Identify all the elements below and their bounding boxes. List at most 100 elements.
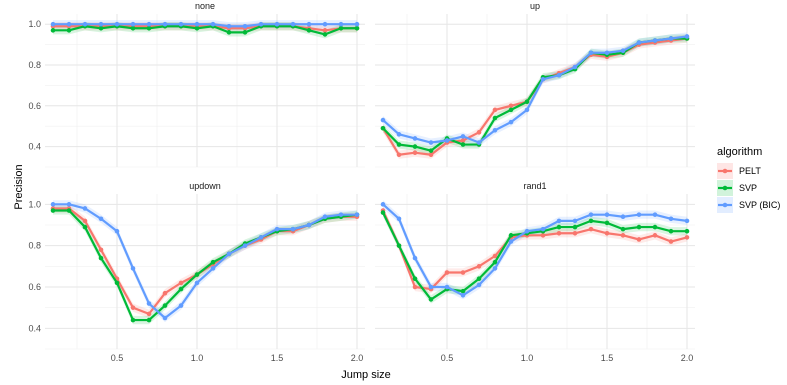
data-point (620, 233, 626, 238)
data-point (50, 28, 56, 33)
data-point (306, 222, 312, 228)
data-point (396, 216, 402, 222)
data-point (130, 266, 136, 271)
ribbon-SVP (53, 206, 357, 325)
data-point (82, 206, 88, 211)
data-point (258, 21, 264, 27)
data-point (50, 21, 56, 27)
data-point (540, 233, 546, 238)
data-point (194, 280, 200, 286)
data-point (412, 284, 418, 290)
data-point (130, 317, 136, 323)
data-point (130, 21, 136, 27)
data-point (114, 280, 120, 286)
x-tick-label: 0.5 (441, 353, 454, 363)
series-line-PELT (381, 210, 688, 291)
data-point (460, 292, 466, 298)
data-point (50, 202, 56, 207)
data-point (684, 34, 690, 39)
data-point (492, 115, 498, 121)
data-point (508, 103, 514, 109)
y-axis-title: Precision (13, 164, 25, 209)
y-tick-label: 0.6 (28, 282, 41, 292)
data-point (444, 138, 450, 143)
data-point (98, 25, 104, 31)
data-point (146, 311, 152, 317)
data-point (684, 228, 690, 234)
x-tick-label: 1.0 (191, 353, 204, 363)
panel-title: updown (189, 181, 221, 191)
data-point (524, 107, 530, 113)
data-point (604, 230, 610, 236)
legend-label: PELT (739, 166, 761, 176)
data-point (98, 216, 104, 222)
data-point (604, 50, 610, 56)
panel-title: rand1 (523, 181, 546, 191)
data-point (396, 132, 402, 137)
data-point (82, 21, 88, 27)
data-point (210, 21, 216, 27)
data-point (66, 28, 72, 33)
data-point (396, 152, 402, 158)
data-point (636, 40, 642, 45)
data-point (412, 150, 418, 156)
data-point (114, 228, 120, 234)
legend-key-point (722, 202, 728, 208)
data-point (130, 305, 136, 310)
data-point (460, 142, 466, 147)
data-point (428, 148, 434, 153)
data-point (322, 214, 328, 220)
data-point (178, 280, 184, 286)
data-point (242, 243, 248, 248)
data-point (652, 233, 658, 238)
data-point (476, 282, 482, 288)
data-point (492, 253, 498, 259)
data-point (98, 247, 104, 253)
data-point (354, 21, 360, 27)
y-tick-label: 0.4 (28, 323, 41, 333)
x-tick-label: 1.5 (271, 353, 284, 363)
data-point (620, 226, 626, 232)
data-point (476, 140, 482, 145)
ribbon-SVP (383, 34, 687, 155)
x-tick-label: 2.0 (351, 353, 364, 363)
data-point (274, 226, 280, 232)
data-point (194, 21, 200, 27)
data-point (98, 255, 104, 261)
data-point (668, 228, 674, 234)
data-point (604, 220, 610, 226)
panel-title: up (530, 1, 540, 11)
x-tick-label: 2.0 (681, 353, 694, 363)
data-point (66, 21, 72, 27)
y-tick-label: 1.0 (28, 199, 41, 209)
panel-rand1: rand1 0.5 1.0 1.5 2.0 (375, 181, 695, 363)
data-point (620, 48, 626, 54)
data-point (508, 107, 514, 113)
data-point (306, 21, 312, 27)
x-tick-label: 1.5 (601, 353, 614, 363)
data-point (492, 127, 498, 133)
data-point (178, 286, 184, 292)
data-point (588, 218, 594, 224)
data-point (508, 239, 514, 244)
data-point (540, 226, 546, 232)
data-point (258, 235, 264, 240)
data-point (178, 21, 184, 27)
data-point (322, 32, 328, 37)
y-tick-label: 0.8 (28, 60, 41, 70)
data-point (242, 30, 248, 35)
y-tick-label: 1.0 (28, 19, 41, 29)
data-point (460, 138, 466, 143)
data-point (412, 136, 418, 141)
data-point (652, 38, 658, 43)
data-point (162, 303, 168, 308)
data-point (396, 142, 402, 147)
data-point (338, 21, 344, 27)
data-point (338, 212, 344, 217)
data-point (476, 264, 482, 269)
data-point (162, 21, 168, 27)
data-point (194, 25, 200, 31)
data-point (66, 202, 72, 207)
y-tick-label: 0.6 (28, 101, 41, 111)
